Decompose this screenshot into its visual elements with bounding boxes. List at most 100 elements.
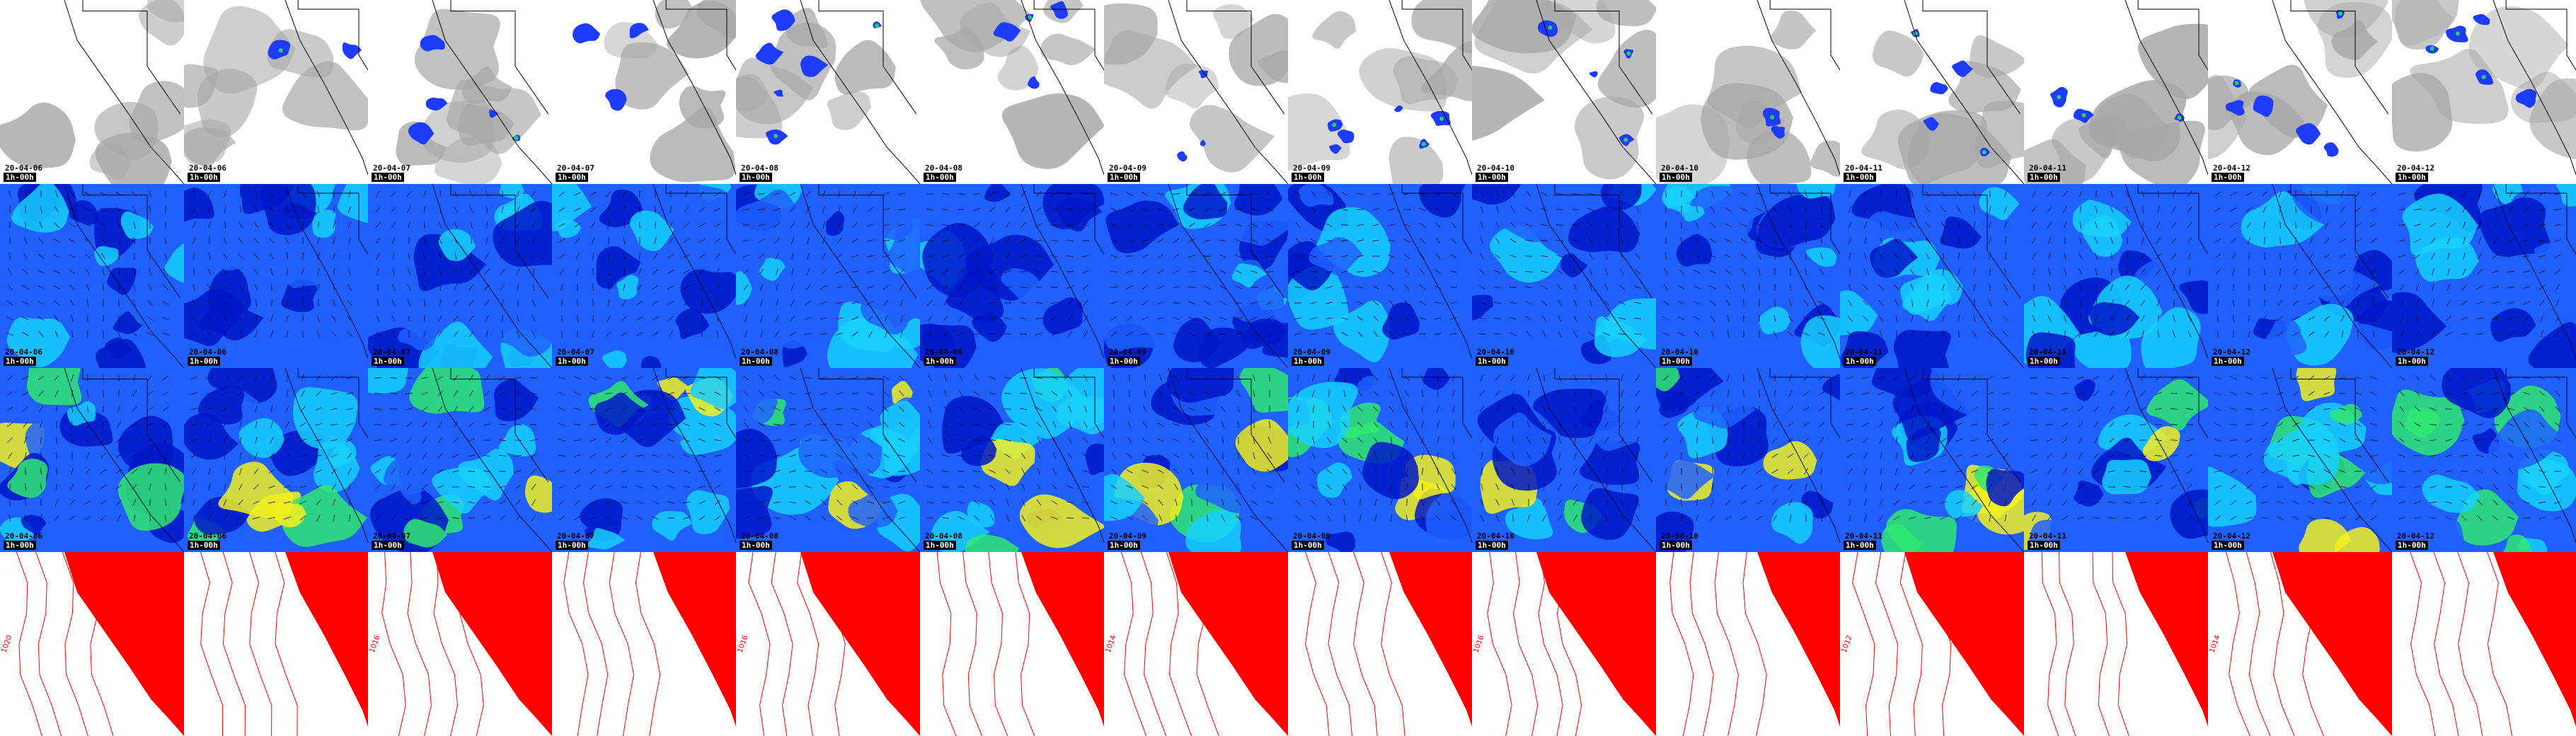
isobar-line [962,552,982,736]
wind-speed-area [1241,318,1287,350]
wind-surface-tile: 20-04-11 1h-00h [1840,184,2024,368]
wind-speed-area [1979,187,2020,221]
frame-run-label: 1h-00h [372,541,404,550]
frame-date-label: 20-04-07 [373,531,410,541]
wind-speed-area [2240,435,2272,468]
cloud-precip-tile: 20-04-10 1h-00h [1656,0,1840,184]
isobar-line [275,552,298,736]
isobar-line [2059,552,2076,736]
isobar-line [1193,552,1219,736]
wind-speed-area [338,184,368,223]
wind-speed-area [629,210,674,251]
wind-speed-area [950,184,992,202]
wind-speed-area [552,509,588,551]
wind-speed-area [1239,368,1288,413]
wind-speed-area [967,501,995,528]
wind-speed-area [2029,389,2100,442]
wind-speed-area [965,534,1019,552]
isobar-line [1669,552,1694,736]
cloud-precip-map [1472,0,1656,184]
frame-date-label: 20-04-12 [2213,347,2250,357]
wind-speed-area [1493,413,1552,466]
frame-date-label: 20-04-08 [925,531,962,541]
wind-speed-area [1019,494,1104,548]
land-mask [1536,552,1656,736]
precip-cell [993,22,1021,42]
wind-speed-area [1104,474,1145,522]
pressure-map: 1016 [368,552,552,736]
wind-speed-area [736,428,778,489]
frame-date-label: 20-04-08 [925,163,962,173]
wind-speed-area [1763,441,1817,480]
cloud-cover-area [2529,78,2576,159]
cloud-cover-area [997,46,1039,91]
wind-speed-area [1472,184,1521,205]
cloud-precip-map [1288,0,1472,184]
pressure-map: 1014 [1104,552,1288,736]
isobar-line [1353,552,1378,736]
wind-surface-tile: 20-04-10 1h-00h [1472,184,1656,368]
frame-run-label: 1h-00h [2396,541,2428,550]
wind-upper-tile: 20-04-12 1h-00h [2208,368,2392,552]
wind-speed-area [218,461,294,519]
wind-speed-area [1840,290,1878,335]
wind-speed-area [2330,403,2362,425]
frame-run-label: 1h-00h [740,357,772,366]
precip-cell [1952,60,1974,77]
isobar-line [2092,552,2110,736]
wind-upper-map [2392,368,2576,552]
wind-upper-map [2208,368,2392,552]
frame-date-label: 20-04-07 [373,163,410,173]
wind-speed-area [1425,483,1472,546]
pressure-map: 1012 [1840,552,2024,736]
frame-run-label: 1h-00h [924,173,956,182]
land-mask [285,552,368,736]
pressure-map [1656,552,1840,736]
wind-speed-area [1195,461,1262,513]
wind-speed-area [1309,236,1362,276]
wind-speed-area [398,319,437,351]
cloud-cover-area [615,42,689,110]
cloud-cover-area [2392,0,2459,50]
wind-speed-area [0,368,25,392]
wind-surface-tile: 20-04-11 1h-00h [2024,184,2208,368]
frame-date-label: 20-04-10 [1661,347,1698,357]
pressure-tile: 1014 [1104,552,1288,736]
wind-speed-area [771,303,836,349]
frame-date-label: 20-04-10 [1477,347,1514,357]
cloud-precip-map [1840,0,2024,184]
wind-speed-area [1403,352,1440,368]
wind-speed-area [1198,327,1247,368]
wind-speed-area [647,334,678,355]
frame-run-label: 1h-00h [2028,541,2060,550]
wind-upper-map [1288,368,1472,552]
frame-run-label: 1h-00h [188,173,220,182]
wind-speed-area [552,184,592,231]
isobar-line [1512,552,1539,736]
wind-speed-area [2170,489,2208,539]
cloud-cover-area [1970,35,2024,78]
isobar-line [582,552,609,736]
cloud-cover-area [282,61,368,131]
frame-date-label: 20-04-10 [1661,531,1698,541]
frame-run-label: 1h-00h [188,357,220,366]
isobar-line [407,552,432,736]
wind-upper-tile: 20-04-11 1h-00h [1840,368,2024,552]
wind-speed-area [1060,330,1104,368]
wind-speed-area [675,308,710,339]
precip-cell [1200,139,1206,146]
pressure-map [1288,552,1472,736]
wind-surface-map [1472,184,1656,368]
wind-speed-area [184,188,214,222]
precip-cell [1538,20,1558,38]
frame-run-label: 1h-00h [1108,357,1140,366]
wind-speed-area [1800,315,1840,368]
isobar-line [1305,552,1330,736]
wind-speed-area [1688,185,1756,241]
isobar-line [1381,552,1405,736]
precip-cell [1923,117,1939,131]
cloud-cover-area [1104,3,1158,65]
frame-run-label: 1h-00h [556,357,588,366]
precip-cell [1329,144,1342,154]
wind-speed-area [239,184,289,214]
